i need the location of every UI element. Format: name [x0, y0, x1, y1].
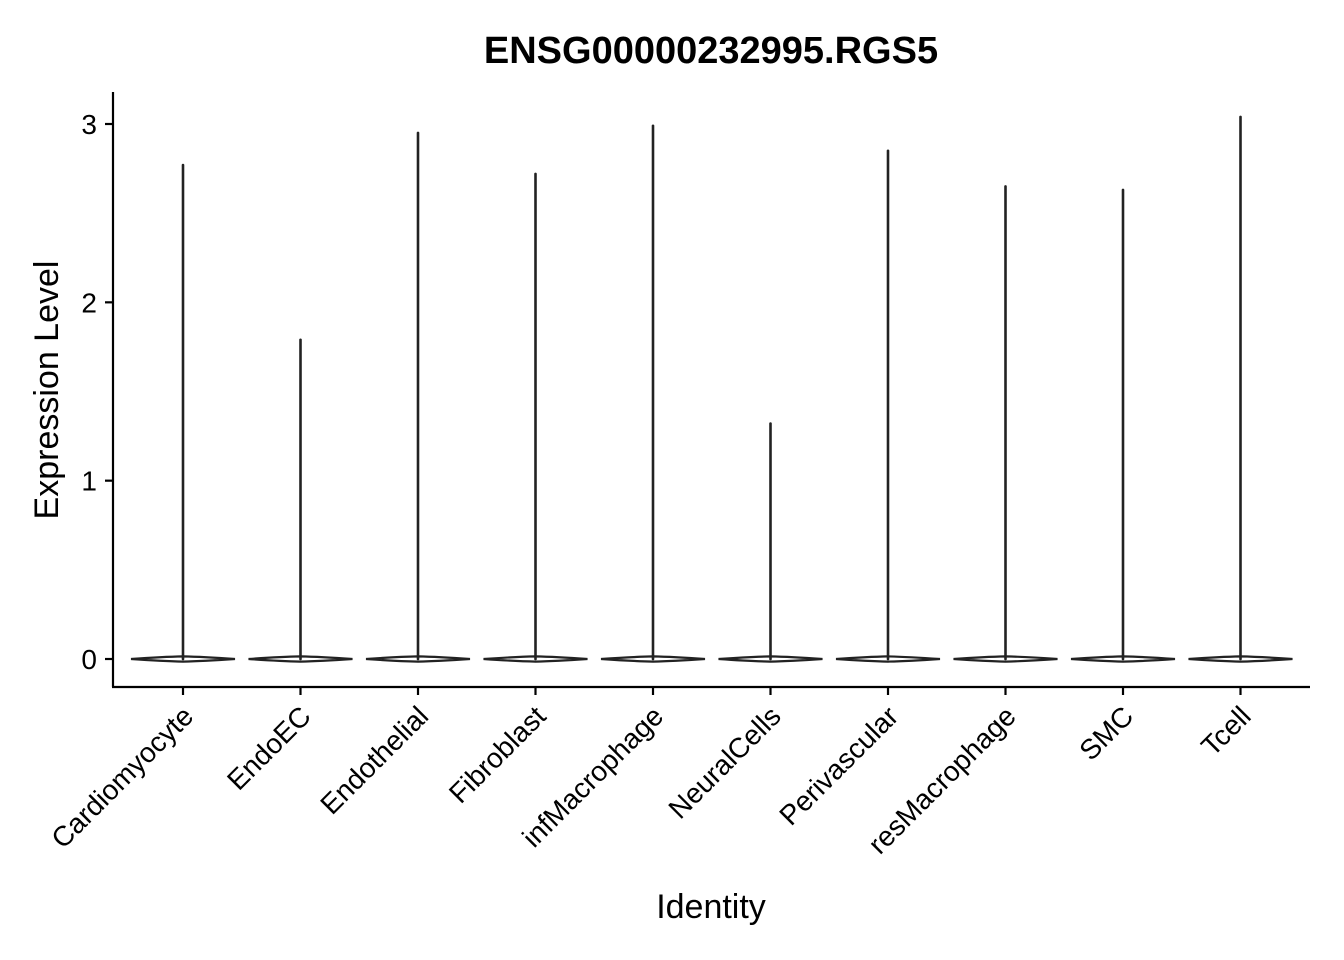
- y-axis-label: Expression Level: [28, 261, 66, 520]
- x-tick-label: SMC: [1073, 700, 1139, 766]
- violin: [248, 338, 353, 663]
- y-axis-ticks: 0 1 2 3: [81, 109, 113, 675]
- violin: [1188, 115, 1293, 663]
- chart-title: ENSG00000232995.RGS5: [484, 30, 938, 72]
- violin: [835, 149, 941, 663]
- violin: [953, 185, 1058, 663]
- x-tick-label: Fibroblast: [443, 700, 552, 809]
- plot-area: [130, 115, 1293, 663]
- y-tick-label: 3: [81, 109, 97, 140]
- violin: [130, 163, 236, 663]
- violin: [483, 172, 588, 663]
- y-tick-label: 1: [81, 466, 97, 497]
- violin: [718, 422, 823, 663]
- y-tick-label: 0: [81, 644, 97, 675]
- x-tick-label: Perivascular: [773, 700, 904, 831]
- x-axis-label: Identity: [656, 888, 766, 926]
- violin: [600, 124, 706, 663]
- x-tick-label: Tcell: [1195, 700, 1257, 762]
- violin: [1070, 188, 1176, 663]
- x-tick-label: Cardiomyocyte: [45, 700, 199, 854]
- x-tick-label: Endothelial: [314, 700, 434, 820]
- y-tick-label: 2: [81, 287, 97, 318]
- x-tick-label: NeuralCells: [662, 700, 786, 824]
- x-tick-label: EndoEC: [221, 700, 317, 796]
- violin: [365, 131, 471, 663]
